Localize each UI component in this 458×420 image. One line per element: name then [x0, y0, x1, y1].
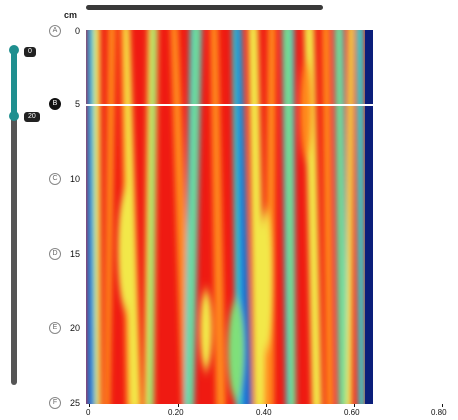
x-tick-040: 0.40 — [256, 408, 272, 417]
y-axis-unit-label: cm — [64, 10, 78, 20]
y-tick-10: 10 — [69, 174, 80, 184]
heatmap-band-21 — [336, 30, 345, 404]
depth-slider-range[interactable] — [11, 50, 17, 116]
x-tick-mark-020 — [178, 404, 179, 407]
heatmap-band-11 — [210, 30, 226, 404]
heatmap-band-22 — [346, 30, 354, 404]
marker-e[interactable]: E — [49, 322, 61, 334]
heatmap-band-2 — [94, 30, 101, 404]
heatmap-bands — [86, 30, 365, 404]
heatmap-right-edge — [365, 30, 373, 404]
x-tick-mark-060 — [354, 404, 355, 407]
heatmap-blob-2 — [260, 210, 272, 350]
horizontal-scroll-indicator[interactable] — [86, 5, 323, 10]
depth-indicator-line[interactable] — [86, 104, 373, 106]
y-tick-20: 20 — [69, 323, 80, 333]
marker-b[interactable]: B — [49, 98, 61, 110]
marker-d[interactable]: D — [49, 248, 61, 260]
heatmap-band-13 — [236, 30, 252, 404]
x-tick-mark-040 — [266, 404, 267, 407]
heatmap-band-19 — [322, 30, 334, 404]
marker-a[interactable]: A — [49, 25, 61, 37]
heatmap-blob-1 — [200, 290, 212, 370]
heatmap-band-17 — [284, 30, 295, 404]
heatmap-band-3 — [104, 30, 116, 404]
slider-bottom-value-badge: 20 — [24, 112, 40, 122]
depth-slider-top-handle[interactable] — [9, 45, 19, 55]
y-tick-15: 15 — [69, 249, 80, 259]
heatmap-blob-4 — [300, 60, 312, 160]
x-tick-0: 0 — [86, 408, 91, 417]
heatmap-canvas[interactable] — [86, 30, 373, 404]
depth-slider-track[interactable] — [11, 50, 17, 385]
marker-c[interactable]: C — [49, 173, 61, 185]
x-tick-mark-080 — [442, 404, 443, 407]
slider-top-value-badge: 0 — [24, 47, 36, 57]
x-tick-mark-0 — [89, 404, 90, 407]
heatmap-band-10 — [188, 30, 199, 404]
heatmap-band-1 — [86, 30, 94, 404]
marker-f[interactable]: F — [49, 397, 61, 409]
x-tick-020: 0.20 — [168, 408, 184, 417]
x-tick-060: 0.60 — [344, 408, 360, 417]
y-tick-0: 0 — [74, 26, 80, 36]
heatmap-blob-3 — [228, 300, 244, 400]
heatmap-band-23 — [356, 30, 365, 404]
depth-slider-bottom-handle[interactable] — [9, 111, 19, 121]
y-tick-25: 25 — [69, 398, 80, 408]
y-tick-5: 5 — [74, 99, 80, 109]
heatmap-band-7 — [148, 30, 156, 404]
heatmap-blob-0 — [118, 190, 134, 310]
x-tick-080: 0.80 — [431, 408, 447, 417]
